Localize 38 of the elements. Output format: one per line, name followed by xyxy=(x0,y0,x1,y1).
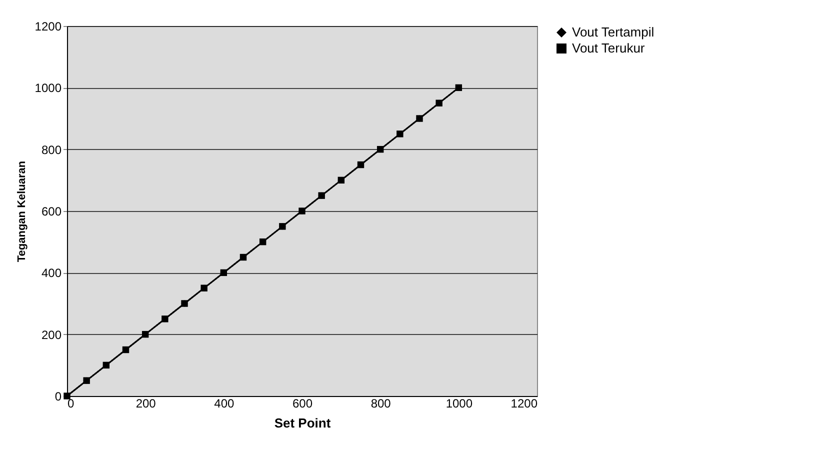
point xyxy=(318,192,325,199)
point xyxy=(181,300,188,307)
x-axis-title: Set Point xyxy=(274,416,332,430)
y-tick-label: 1000 xyxy=(34,81,62,96)
x-tick-label: 800 xyxy=(370,396,392,410)
point xyxy=(142,330,149,338)
point xyxy=(220,269,228,276)
y-tick-label: 400 xyxy=(41,266,62,280)
point xyxy=(259,238,266,246)
point xyxy=(122,346,130,354)
x-tick-label: 200 xyxy=(136,396,156,410)
point xyxy=(64,392,70,400)
x-tick-label: 1200 xyxy=(510,396,538,410)
point xyxy=(338,176,345,184)
x-tick-label: 1000 xyxy=(446,396,473,410)
y-tick-label: 800 xyxy=(41,142,62,157)
point xyxy=(83,377,90,384)
point xyxy=(396,130,404,138)
point xyxy=(240,254,247,261)
point xyxy=(162,316,168,322)
point xyxy=(102,362,110,369)
y-tick-label: 1200 xyxy=(34,20,62,34)
y-tick-label: 600 xyxy=(41,204,62,218)
legend-label: Vout Tertampil xyxy=(572,24,654,40)
point xyxy=(376,146,384,153)
x-tick-label: 0 xyxy=(68,396,74,410)
point xyxy=(298,208,306,214)
point xyxy=(279,223,286,230)
point xyxy=(416,115,423,122)
point xyxy=(436,100,442,106)
y-tick-label: 200 xyxy=(41,328,62,342)
x-tick-label: 600 xyxy=(292,396,313,410)
point xyxy=(357,161,364,168)
x-tick-label: 400 xyxy=(214,396,234,410)
y-axis-title: Tegangan Keluaran xyxy=(16,160,28,262)
legend-label: Vout Terukur xyxy=(572,40,646,56)
point xyxy=(455,84,462,92)
point xyxy=(200,284,208,292)
